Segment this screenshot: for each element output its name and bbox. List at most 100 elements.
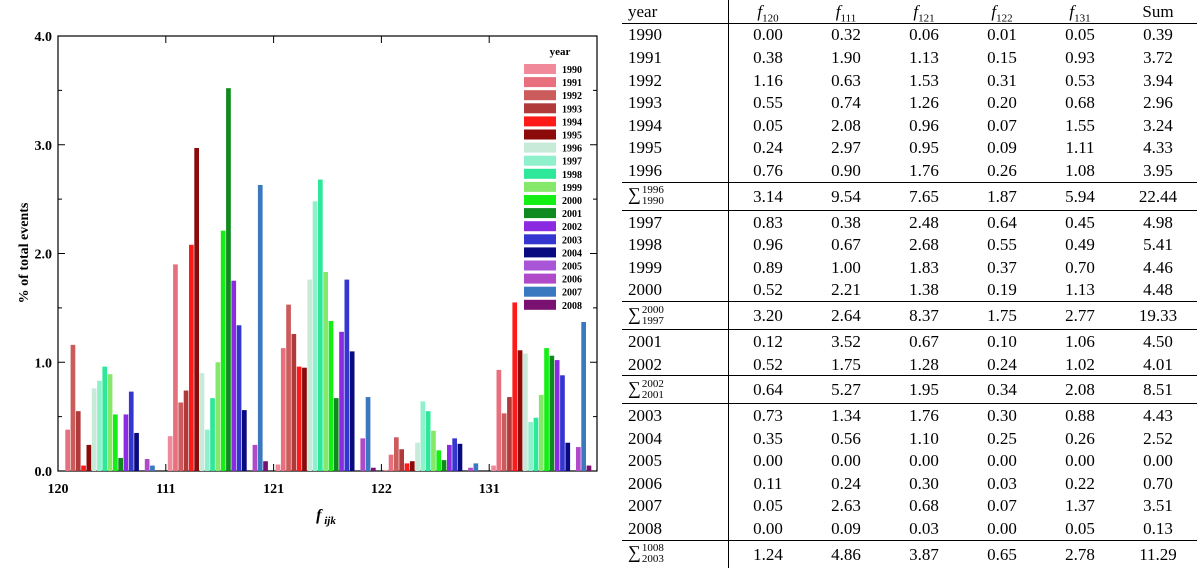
year-cell: 1999 <box>622 255 729 279</box>
x-tick-label: 111 <box>156 482 175 497</box>
table-row: 2000 0.52 2.21 1.38 0.19 1.13 4.48 <box>622 278 1197 303</box>
value-cell: 0.88 <box>1065 406 1095 426</box>
table-row: 1997 0.83 0.38 2.48 0.64 0.45 4.98 <box>622 210 1197 234</box>
header-f111-sub: 111 <box>840 12 857 25</box>
value-cell: 0.31 <box>987 70 1017 90</box>
year-cell: 1992 <box>622 68 729 92</box>
value-cell: 0.00 <box>753 25 783 45</box>
value-cell: 0.26 <box>1065 428 1095 448</box>
table-row: 1996 0.76 0.90 1.76 0.26 1.08 3.95 <box>622 159 1197 183</box>
table-row: 2002 0.52 1.75 1.28 0.24 1.02 4.01 <box>622 352 1197 377</box>
table-row: 1991 0.38 1.90 1.13 0.15 0.93 3.72 <box>622 46 1197 69</box>
legend-swatch <box>524 155 556 166</box>
bar <box>204 429 210 471</box>
table-body: 1990 0.00 0.32 0.06 0.01 0.05 0.39 1991 0.38 1.90… <box>622 23 1197 568</box>
value-cell: 1.13 <box>1041 278 1119 303</box>
sum-symbol: ∑ <box>628 184 641 205</box>
table-row: 2001 0.12 3.52 0.67 0.10 1.06 4.50 <box>622 329 1197 353</box>
bar <box>263 461 268 471</box>
bar <box>365 397 371 471</box>
value-cell: 0.35 <box>753 428 783 448</box>
bar <box>431 430 436 471</box>
sum-value-cell: 9.54 <box>807 182 885 211</box>
bar <box>349 351 355 471</box>
bar <box>242 410 247 471</box>
value-cell: 3.52 <box>831 331 861 351</box>
year-cell: 2004 <box>622 426 729 450</box>
year-cell: 1997 <box>622 210 729 234</box>
y-tick-label: 4.0 <box>35 30 53 45</box>
bar <box>420 401 426 471</box>
table-row: 2008 0.00 0.09 0.03 0.00 0.05 0.13 <box>622 517 1197 541</box>
sum-value-cell: 8.37 <box>885 301 963 331</box>
value-cell: 0.55 <box>987 235 1017 255</box>
x-tick-label: 131 <box>479 482 500 497</box>
bar <box>360 438 366 471</box>
bar <box>441 460 447 471</box>
value-cell: 0.37 <box>987 257 1017 277</box>
bar <box>383 469 389 471</box>
legend-entry: 1995 <box>562 131 582 142</box>
table-row: 1995 0.24 2.97 0.95 0.09 1.11 4.33 <box>622 136 1197 160</box>
legend-swatch <box>524 273 556 284</box>
bar <box>457 443 463 471</box>
header-f121-base: f <box>913 1 919 21</box>
header-f122: f122 <box>963 0 1041 24</box>
header-f121: f121 <box>885 0 963 24</box>
value-cell: 0.90 <box>807 159 885 183</box>
legend-entry: 2007 <box>562 288 582 299</box>
value-cell: 1.02 <box>1041 352 1119 377</box>
bar <box>302 367 307 471</box>
legend-entry: 1993 <box>562 104 582 115</box>
value-cell: 3.95 <box>1119 159 1197 183</box>
sum-lower-year: 2001 <box>641 388 664 401</box>
legend-entry: 2003 <box>562 235 582 246</box>
value-cell: 0.00 <box>753 451 783 471</box>
legend-swatch <box>524 142 556 153</box>
bar <box>134 432 139 471</box>
bar <box>554 360 560 471</box>
value-cell: 2.68 <box>909 235 939 255</box>
legend-entry: 2005 <box>562 262 582 273</box>
sum-value-cell: 2.78 <box>1065 544 1095 564</box>
sum-value-cell: 3.87 <box>909 544 939 564</box>
value-cell: 0.32 <box>831 25 861 45</box>
bar-chart: year 1990 1991 1992 1993 1994 1995 1996 1997 1998… <box>17 30 598 527</box>
value-cell: 0.00 <box>987 451 1017 471</box>
bar <box>394 437 399 471</box>
year-cell: 2002 <box>622 352 729 377</box>
sum-label-cell: ∑ 1008 2003 <box>622 540 729 568</box>
bar <box>339 331 344 471</box>
value-cell: 0.10 <box>987 331 1017 351</box>
value-cell: 3.72 <box>1143 47 1173 67</box>
table-row: 1999 0.89 1.00 1.83 0.37 0.70 4.46 <box>622 255 1197 279</box>
bar <box>231 280 237 471</box>
sum-row: ∑ 1996 1990 3.14 9.54 7.65 1.87 5.94 22.44 <box>622 182 1197 211</box>
table-row: 2006 0.11 0.24 0.30 0.03 0.22 0.70 <box>622 472 1197 495</box>
value-cell: 1.76 <box>885 159 963 183</box>
sum-lower-year: 1990 <box>641 195 664 208</box>
x-axis-label-sub: ijk <box>321 515 336 527</box>
value-cell: 0.03 <box>987 473 1017 493</box>
year-cell: 1996 <box>622 159 729 183</box>
value-cell: 2.48 <box>909 212 939 232</box>
value-cell: 1.08 <box>1041 159 1119 183</box>
table-row: 1994 0.05 2.08 0.96 0.07 1.55 3.24 <box>622 113 1197 137</box>
bar <box>86 444 92 471</box>
bar <box>328 320 334 471</box>
header-f131: f131 <box>1041 0 1119 24</box>
sum-value-cell: 0.34 <box>963 375 1041 405</box>
bar <box>318 179 323 472</box>
value-cell: 0.19 <box>963 278 1041 303</box>
value-cell: 0.76 <box>728 159 807 183</box>
value-cell: 0.24 <box>831 473 861 493</box>
value-cell: 0.38 <box>831 212 861 232</box>
bar <box>70 344 76 471</box>
value-cell: 0.64 <box>987 212 1017 232</box>
value-cell: 0.55 <box>753 93 783 113</box>
value-cell: 0.09 <box>987 138 1017 158</box>
sum-value-cell: 7.65 <box>885 182 963 211</box>
legend-entry: 1997 <box>562 157 582 168</box>
legend-swatch <box>524 208 556 219</box>
value-cell: 0.52 <box>728 278 807 303</box>
